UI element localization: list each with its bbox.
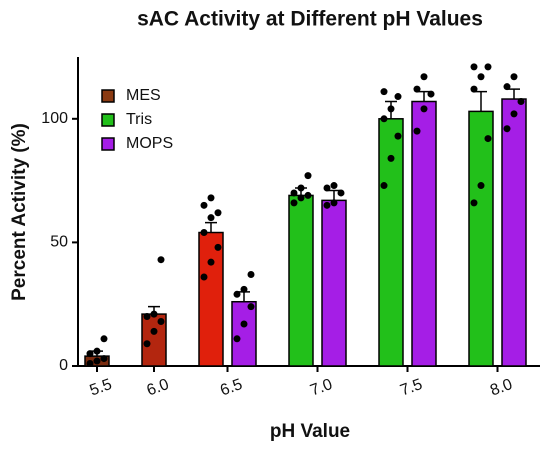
data-point [157, 256, 165, 264]
data-point [470, 85, 478, 93]
data-point [207, 214, 215, 222]
data-point [233, 290, 241, 298]
legend-swatch [101, 113, 115, 127]
data-point [503, 125, 511, 133]
chart-title: sAC Activity at Different pH Values [137, 8, 483, 31]
data-point [290, 199, 298, 207]
data-point [503, 83, 511, 91]
bar [411, 100, 437, 367]
legend-label: MOPS [126, 135, 173, 152]
data-point [150, 310, 158, 318]
data-point [143, 340, 151, 348]
data-point [380, 115, 388, 123]
data-point [207, 194, 215, 202]
error-bar [418, 90, 430, 102]
data-point [323, 201, 331, 209]
data-point [387, 154, 395, 162]
data-point [330, 199, 338, 207]
legend-label: MES [126, 87, 161, 104]
data-point [394, 93, 402, 101]
y-axis-label: Percent Activity (%) [9, 123, 30, 301]
data-point [290, 189, 298, 197]
data-point [214, 209, 222, 217]
x-tick-label: 7.5 [398, 376, 425, 400]
x-tick-label: 7.0 [308, 376, 335, 400]
x-axis-label: pH Value [270, 421, 350, 442]
data-point [477, 182, 485, 190]
data-point [93, 357, 101, 365]
data-point [150, 327, 158, 335]
error-bar [508, 88, 520, 100]
data-point [394, 132, 402, 140]
bar [288, 194, 314, 367]
data-point [247, 303, 255, 311]
data-point [413, 85, 421, 93]
data-point [420, 105, 428, 113]
data-point [143, 313, 151, 321]
data-point [200, 201, 208, 209]
data-point [470, 199, 478, 207]
data-point [413, 127, 421, 135]
legend-swatch [101, 89, 115, 103]
error-bar [205, 221, 217, 233]
data-point [380, 182, 388, 190]
x-tick-label: 6.0 [145, 376, 172, 400]
data-point [477, 73, 485, 81]
data-point [93, 347, 101, 355]
bar [198, 231, 224, 367]
data-point [297, 194, 305, 202]
data-point [207, 258, 215, 266]
data-point [240, 320, 248, 328]
error-bar [328, 189, 340, 201]
y-tick-label: 0 [59, 357, 68, 374]
data-point [304, 172, 312, 180]
y-tick-label: 100 [41, 110, 68, 127]
data-point [510, 110, 518, 118]
data-point [380, 88, 388, 96]
x-tick-label: 6.5 [218, 376, 245, 400]
data-point [323, 184, 331, 192]
data-point [214, 243, 222, 251]
bar [501, 98, 527, 367]
data-point [100, 355, 108, 363]
data-point [304, 191, 312, 199]
data-point [420, 73, 428, 81]
data-point [427, 90, 435, 98]
bar [468, 110, 494, 367]
data-point [233, 335, 241, 343]
data-point [510, 73, 518, 81]
data-point [247, 271, 255, 279]
data-point [200, 229, 208, 237]
data-point [86, 360, 94, 368]
data-point [484, 63, 492, 71]
data-point [240, 285, 248, 293]
data-point [200, 273, 208, 281]
data-point [330, 182, 338, 190]
legend-label: Tris [126, 111, 152, 128]
x-tick-label: 8.0 [488, 376, 515, 400]
data-point [100, 335, 108, 343]
data-point [337, 189, 345, 197]
error-bar [475, 90, 487, 112]
y-tick-label: 50 [50, 234, 68, 251]
data-point [517, 97, 525, 105]
data-point [484, 135, 492, 143]
legend-swatch [101, 137, 115, 151]
x-tick-label: 5.5 [88, 376, 115, 400]
data-point [157, 318, 165, 326]
data-point [387, 105, 395, 113]
bar [231, 300, 257, 367]
bar [321, 199, 347, 367]
data-point [470, 63, 478, 71]
data-point [297, 184, 305, 192]
data-point [86, 350, 94, 358]
